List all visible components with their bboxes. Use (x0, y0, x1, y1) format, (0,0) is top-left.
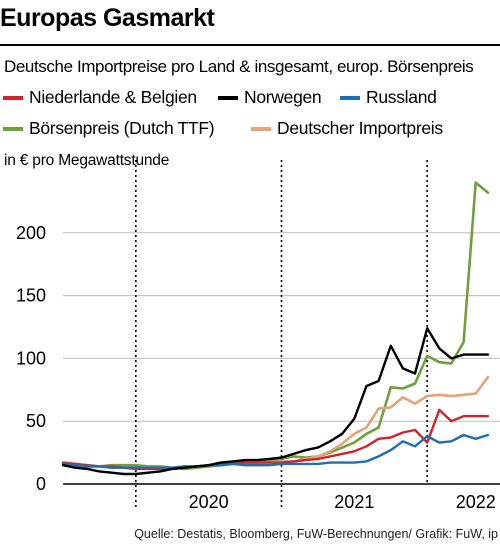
legend-swatch (340, 95, 360, 100)
year-dividers (135, 160, 428, 507)
y-tick-label: 200 (16, 223, 46, 243)
legend-label: Russland (366, 87, 437, 107)
title-rule (0, 44, 500, 46)
y-tick-label: 50 (26, 411, 46, 431)
legend-item-norwegen: Norwegen (218, 87, 322, 108)
legend-item-boersenpreis: Börsenpreis (Dutch TTF) (3, 118, 215, 139)
y-axis-unit-label: in € pro Megawattstunde (4, 152, 170, 169)
legend-swatch (251, 126, 271, 131)
legend-item-niederlande-belgien: Niederlande & Belgien (3, 87, 197, 108)
legend-swatch (3, 95, 23, 100)
source-note: Quelle: Destatis, Bloomberg, FuW-Berechn… (134, 527, 498, 541)
x-tick-label: 2022 (456, 492, 496, 512)
series-line-deutscher-importpreis (61, 375, 490, 470)
legend-label: Börsenpreis (Dutch TTF) (29, 118, 215, 138)
legend-label: Niederlande & Belgien (29, 87, 197, 107)
legend-swatch (3, 126, 23, 131)
legend-item-deutscher-importpreis: Deutscher Importpreis (251, 118, 443, 139)
y-tick-label: 0 (36, 474, 46, 494)
series-line-norwegen (61, 327, 490, 476)
legend-item-russland: Russland (340, 87, 437, 108)
x-tick-labels: 2020 2021 2022 (189, 492, 496, 512)
legend-swatch (218, 95, 238, 100)
series-line-russland (61, 433, 490, 469)
legend: Niederlande & Belgien Norwegen Russland … (0, 87, 500, 147)
chart-title: Europas Gasmarkt (0, 4, 215, 32)
y-tick-labels: 0 50 100 150 200 (16, 223, 46, 494)
legend-label: Norwegen (244, 87, 322, 107)
series-lines (61, 181, 490, 476)
y-tick-label: 100 (16, 348, 46, 368)
y-tick-label: 150 (16, 286, 46, 306)
x-tick-label: 2020 (189, 492, 229, 512)
legend-label: Deutscher Importpreis (277, 118, 443, 138)
chart-subtitle: Deutsche Importpreise pro Land & insgesa… (4, 57, 474, 76)
series-line-börsenpreis-dutch-ttf (61, 181, 490, 471)
x-tick-label: 2021 (334, 492, 374, 512)
